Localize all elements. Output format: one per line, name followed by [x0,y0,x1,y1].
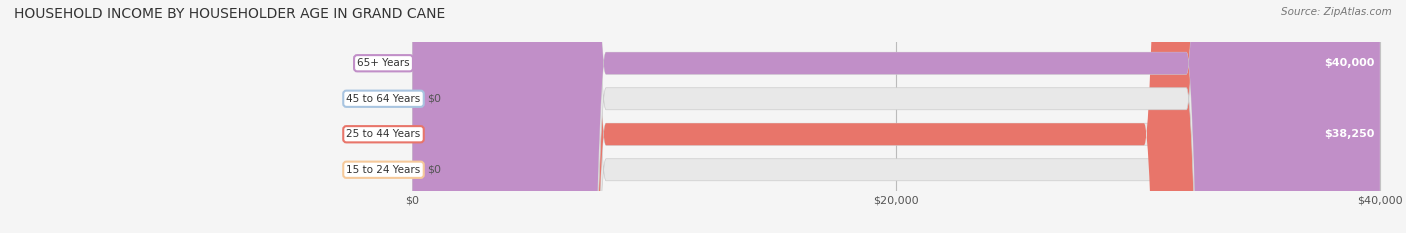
Text: Source: ZipAtlas.com: Source: ZipAtlas.com [1281,7,1392,17]
Text: $40,000: $40,000 [1324,58,1375,68]
FancyBboxPatch shape [412,0,1379,233]
Text: $0: $0 [427,94,441,104]
FancyBboxPatch shape [412,0,1379,233]
Text: HOUSEHOLD INCOME BY HOUSEHOLDER AGE IN GRAND CANE: HOUSEHOLD INCOME BY HOUSEHOLDER AGE IN G… [14,7,446,21]
Text: 25 to 44 Years: 25 to 44 Years [346,129,420,139]
FancyBboxPatch shape [412,0,1379,233]
Text: 45 to 64 Years: 45 to 64 Years [346,94,420,104]
Text: 15 to 24 Years: 15 to 24 Years [346,165,420,175]
Text: $0: $0 [427,165,441,175]
FancyBboxPatch shape [412,0,1337,233]
Text: $38,250: $38,250 [1324,129,1375,139]
FancyBboxPatch shape [412,0,1379,233]
Text: 65+ Years: 65+ Years [357,58,409,68]
FancyBboxPatch shape [412,0,1379,233]
